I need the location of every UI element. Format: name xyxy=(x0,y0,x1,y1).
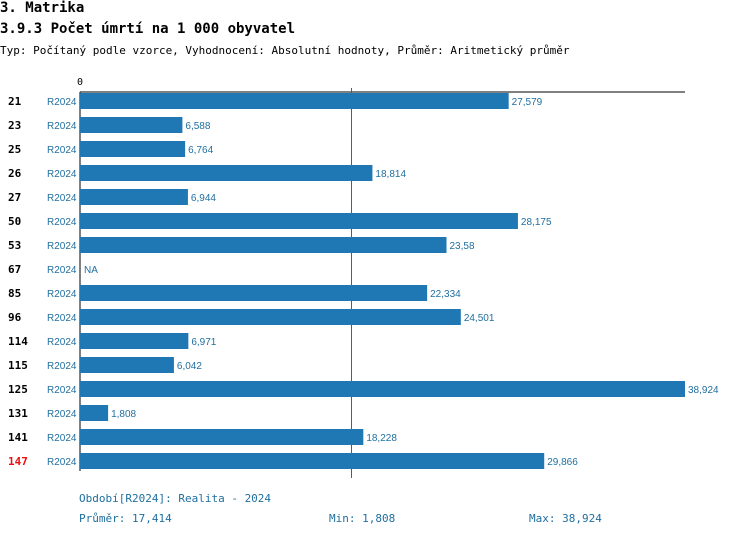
bar xyxy=(80,237,447,253)
category-label: 26 xyxy=(8,167,22,180)
period-label: R2024 xyxy=(47,169,77,180)
value-label: 1,808 xyxy=(111,409,136,420)
category-label: 50 xyxy=(8,215,21,228)
category-label: 147 xyxy=(8,455,28,468)
period-label: R2024 xyxy=(47,457,77,468)
value-label: 24,501 xyxy=(464,313,495,324)
footer-period: Období[R2024]: Realita - 2024 xyxy=(79,492,272,505)
value-label: 6,588 xyxy=(185,121,210,132)
period-label: R2024 xyxy=(47,409,77,420)
value-label: 23,58 xyxy=(450,241,475,252)
bar xyxy=(80,357,174,373)
bar xyxy=(80,405,109,421)
category-label: 115 xyxy=(8,359,28,372)
category-label: 131 xyxy=(8,407,28,420)
value-label: NA xyxy=(84,265,98,276)
section-heading: 3. Matrika xyxy=(0,0,85,16)
bar xyxy=(80,213,518,229)
category-label: 27 xyxy=(8,191,21,204)
footer-mean: Průměr: 17,414 xyxy=(79,512,172,525)
value-label: 6,042 xyxy=(177,361,202,372)
footer-max: Max: 38,924 xyxy=(529,512,602,525)
bar xyxy=(80,453,545,469)
value-label: 6,971 xyxy=(191,337,216,348)
category-label: 141 xyxy=(8,431,28,444)
period-label: R2024 xyxy=(47,385,77,396)
bar xyxy=(80,165,373,181)
period-label: R2024 xyxy=(47,265,77,276)
value-label: 6,944 xyxy=(191,193,216,204)
bar xyxy=(80,93,509,109)
period-label: R2024 xyxy=(47,433,77,444)
bar xyxy=(80,141,186,157)
value-label: 18,228 xyxy=(366,433,397,444)
chart-title: 3.9.3 Počet úmrtí na 1 000 obyvatel xyxy=(0,21,296,37)
period-label: R2024 xyxy=(47,121,77,132)
value-label: 38,924 xyxy=(688,385,719,396)
bar xyxy=(80,189,188,205)
value-label: 28,175 xyxy=(521,217,552,228)
period-label: R2024 xyxy=(47,145,77,156)
category-label: 23 xyxy=(8,119,21,132)
period-label: R2024 xyxy=(47,97,77,108)
value-label: 6,764 xyxy=(188,145,213,156)
bar xyxy=(80,429,364,445)
category-label: 53 xyxy=(8,239,21,252)
period-label: R2024 xyxy=(47,289,77,300)
bar xyxy=(80,333,189,349)
category-label: 96 xyxy=(8,311,22,324)
value-label: 22,334 xyxy=(430,289,461,300)
period-label: R2024 xyxy=(47,241,77,252)
footer-min: Min: 1,808 xyxy=(329,512,396,525)
value-label: 29,866 xyxy=(547,457,578,468)
period-label: R2024 xyxy=(47,361,77,372)
period-label: R2024 xyxy=(47,337,77,348)
bar xyxy=(80,309,461,325)
axis-zero-label: 0 xyxy=(77,77,83,88)
bar xyxy=(80,381,685,397)
period-label: R2024 xyxy=(47,313,77,324)
bar xyxy=(80,285,428,301)
value-label: 27,579 xyxy=(512,97,543,108)
period-label: R2024 xyxy=(47,217,77,228)
category-label: 21 xyxy=(8,95,22,108)
chart-subtitle: Typ: Počítaný podle vzorce, Vyhodnocení:… xyxy=(0,44,570,57)
bar xyxy=(80,117,183,133)
category-label: 85 xyxy=(8,287,21,300)
category-label: 25 xyxy=(8,143,21,156)
category-label: 67 xyxy=(8,263,21,276)
period-label: R2024 xyxy=(47,193,77,204)
category-label: 125 xyxy=(8,383,28,396)
value-label: 18,814 xyxy=(375,169,406,180)
category-label: 114 xyxy=(8,335,28,348)
